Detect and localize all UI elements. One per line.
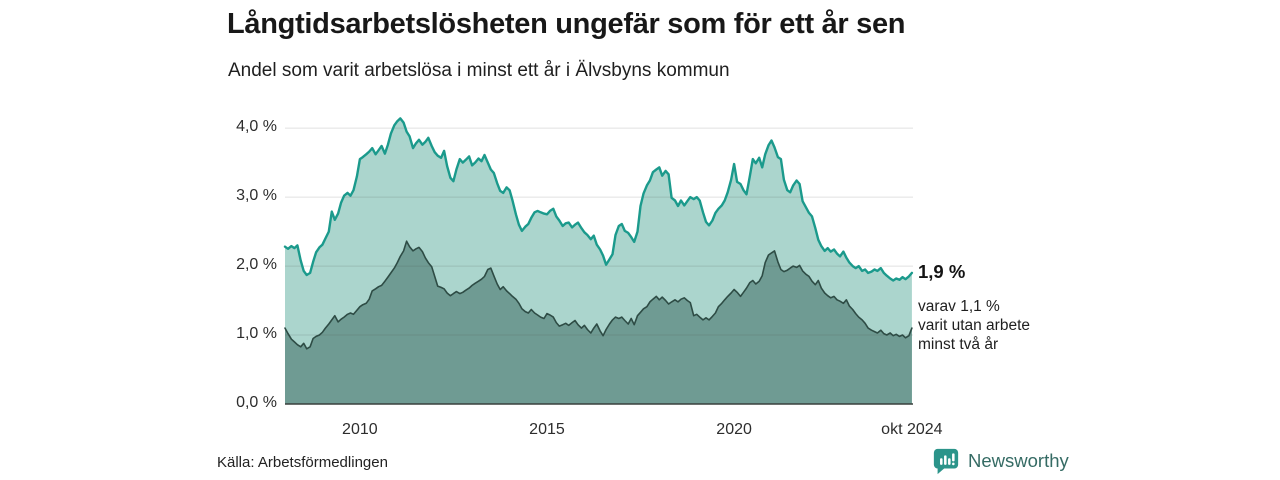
endpoint-detail-line: minst två år [918, 336, 999, 353]
y-axis-tick-label: 1,0 % [236, 325, 277, 343]
x-axis-tick-label: 2015 [529, 421, 565, 438]
y-axis-tick-label: 3,0 % [236, 187, 277, 205]
y-axis-tick-label: 2,0 % [236, 256, 277, 274]
chart-title: Långtidsarbetslösheten ungefär som för e… [227, 8, 906, 40]
endpoint-value-label: 1,9 % [918, 261, 966, 282]
source-label: Källa: Arbetsförmedlingen [217, 454, 388, 471]
newsworthy-wordmark: Newsworthy [968, 450, 1069, 471]
area-chart-svg [283, 117, 914, 405]
x-axis-tick-label: okt 2024 [881, 421, 943, 438]
endpoint-detail-text: varav 1,1 % varit utan arbete minst två … [918, 297, 1030, 354]
y-axis-tick-label: 4,0 % [236, 118, 277, 136]
series-area-1 [285, 241, 912, 404]
endpoint-detail-line: varav 1,1 % [918, 298, 1000, 315]
series-line-1 [284, 240, 913, 350]
chart-subtitle: Andel som varit arbetslösa i minst ett å… [228, 60, 730, 81]
x-axis-tick-label: 2010 [342, 421, 378, 438]
series-line-0 [283, 117, 914, 282]
newsworthy-logo-icon [933, 448, 959, 475]
y-axis-tick-label: 0,0 % [236, 394, 277, 411]
endpoint-detail-line: varit utan arbete [918, 317, 1031, 334]
newsworthy-logo: Newsworthy [932, 447, 1069, 475]
x-axis-tick-label: 2020 [716, 421, 752, 438]
